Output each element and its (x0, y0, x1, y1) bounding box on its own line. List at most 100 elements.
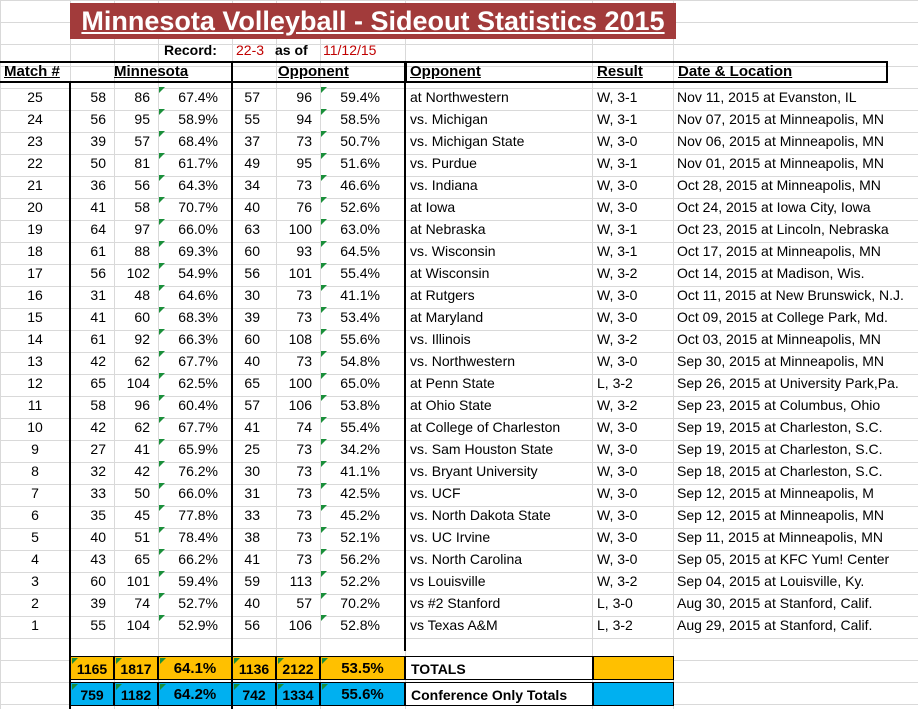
mn-won-cell[interactable]: 56 (90, 111, 106, 127)
opp-total-cell[interactable]: 73 (296, 485, 312, 501)
opp-won-cell[interactable]: 65 (244, 375, 260, 391)
date-location-cell[interactable]: Sep 18, 2015 at Charleston, S.C. (677, 463, 883, 479)
conference-totals-row-value[interactable]: 64.2% (158, 682, 232, 706)
opp-won-cell[interactable]: 40 (244, 353, 260, 369)
match-number-cell[interactable]: 9 (31, 441, 39, 457)
opponent-name-cell[interactable]: vs. Bryant University (410, 463, 538, 479)
date-location-cell[interactable]: Sep 19, 2015 at Charleston, S.C. (677, 419, 883, 435)
opp-pct-cell[interactable]: 56.2% (340, 551, 380, 567)
mn-pct-cell[interactable]: 52.9% (178, 617, 218, 633)
match-number-cell[interactable]: 24 (27, 111, 43, 127)
mn-pct-cell[interactable]: 64.3% (178, 177, 218, 193)
match-number-cell[interactable]: 17 (27, 265, 43, 281)
opp-won-cell[interactable]: 40 (244, 199, 260, 215)
opp-pct-cell[interactable]: 54.8% (340, 353, 380, 369)
mn-total-cell[interactable]: 81 (134, 155, 150, 171)
opp-won-cell[interactable]: 41 (244, 551, 260, 567)
result-cell[interactable]: W, 3-2 (597, 265, 638, 281)
result-cell[interactable]: W, 3-1 (597, 111, 638, 127)
match-number-cell[interactable]: 15 (27, 309, 43, 325)
mn-total-cell[interactable]: 92 (134, 331, 150, 347)
opp-pct-cell[interactable]: 64.5% (340, 243, 380, 259)
opponent-name-cell[interactable]: at Rutgers (410, 287, 475, 303)
opp-pct-cell[interactable]: 34.2% (340, 441, 380, 457)
mn-total-cell[interactable]: 65 (134, 551, 150, 567)
match-number-cell[interactable]: 3 (31, 573, 39, 589)
mn-pct-cell[interactable]: 67.4% (178, 89, 218, 105)
mn-total-cell[interactable]: 86 (134, 89, 150, 105)
mn-pct-cell[interactable]: 54.9% (178, 265, 218, 281)
date-location-cell[interactable]: Sep 30, 2015 at Minneapolis, MN (677, 353, 885, 369)
date-location-cell[interactable]: Nov 01, 2015 at Minneapolis, MN (677, 155, 884, 171)
result-cell[interactable]: W, 3-0 (597, 199, 638, 215)
opponent-name-cell[interactable]: at College of Charleston (410, 419, 561, 435)
match-number-cell[interactable]: 22 (27, 155, 43, 171)
mn-pct-cell[interactable]: 68.3% (178, 309, 218, 325)
mn-pct-cell[interactable]: 68.4% (178, 133, 218, 149)
mn-won-cell[interactable]: 40 (90, 529, 106, 545)
opp-pct-cell[interactable]: 45.2% (340, 507, 380, 523)
opp-total-cell[interactable]: 73 (296, 463, 312, 479)
mn-won-cell[interactable]: 60 (90, 573, 106, 589)
result-cell[interactable]: W, 3-0 (597, 463, 638, 479)
result-cell[interactable]: W, 3-0 (597, 353, 638, 369)
opponent-name-cell[interactable]: at Ohio State (410, 397, 492, 413)
opp-pct-cell[interactable]: 59.4% (340, 89, 380, 105)
opp-total-cell[interactable]: 73 (296, 551, 312, 567)
mn-total-cell[interactable]: 102 (126, 265, 150, 281)
opponent-name-cell[interactable]: vs. Indiana (410, 177, 478, 193)
opp-pct-cell[interactable]: 55.4% (340, 419, 380, 435)
result-cell[interactable]: W, 3-0 (597, 551, 638, 567)
header-minnesota[interactable]: Minnesota (114, 63, 189, 80)
mn-total-cell[interactable]: 97 (134, 221, 150, 237)
date-location-cell[interactable]: Sep 05, 2015 at KFC Yum! Center (677, 551, 890, 567)
mn-pct-cell[interactable]: 69.3% (178, 243, 218, 259)
date-location-cell[interactable]: Sep 11, 2015 at Minneapolis, MN (677, 529, 883, 545)
mn-won-cell[interactable]: 36 (90, 177, 106, 193)
date-location-cell[interactable]: Sep 12, 2015 at Minneapolis, MN (677, 507, 885, 523)
result-cell[interactable]: W, 3-0 (597, 529, 638, 545)
opp-won-cell[interactable]: 60 (244, 331, 260, 347)
opp-pct-cell[interactable]: 70.2% (340, 595, 380, 611)
opp-pct-cell[interactable]: 53.8% (340, 397, 380, 413)
date-location-cell[interactable]: Nov 11, 2015 at Evanston, IL (677, 89, 857, 105)
mn-total-cell[interactable]: 62 (134, 353, 150, 369)
totals-row-value[interactable]: 53.5% (320, 656, 405, 680)
opponent-name-cell[interactable]: vs #2 Stanford (410, 595, 501, 611)
opp-pct-cell[interactable]: 51.6% (340, 155, 380, 171)
opp-total-cell[interactable]: 73 (296, 177, 312, 193)
mn-total-cell[interactable]: 45 (134, 507, 150, 523)
mn-won-cell[interactable]: 56 (90, 265, 106, 281)
header-date-location[interactable]: Date & Location (678, 63, 793, 80)
opp-total-cell[interactable]: 101 (288, 265, 312, 281)
match-number-cell[interactable]: 11 (27, 397, 43, 413)
match-number-cell[interactable]: 2 (31, 595, 39, 611)
result-cell[interactable]: W, 3-0 (597, 177, 638, 193)
date-location-cell[interactable]: Oct 17, 2015 at Minneapolis, MN (677, 243, 881, 259)
opponent-name-cell[interactable]: vs. Northwestern (410, 353, 516, 369)
mn-total-cell[interactable]: 104 (126, 617, 150, 633)
opp-total-cell[interactable]: 106 (288, 617, 312, 633)
mn-pct-cell[interactable]: 67.7% (178, 419, 218, 435)
opp-total-cell[interactable]: 96 (296, 89, 312, 105)
opp-won-cell[interactable]: 56 (244, 265, 260, 281)
mn-pct-cell[interactable]: 58.9% (178, 111, 218, 127)
mn-pct-cell[interactable]: 70.7% (178, 199, 218, 215)
mn-total-cell[interactable]: 88 (134, 243, 150, 259)
conference-totals-row-color-cell[interactable] (593, 682, 674, 706)
mn-pct-cell[interactable]: 66.2% (178, 551, 218, 567)
mn-pct-cell[interactable]: 66.0% (178, 485, 218, 501)
opp-won-cell[interactable]: 31 (244, 485, 260, 501)
opp-total-cell[interactable]: 100 (288, 221, 312, 237)
result-cell[interactable]: W, 3-2 (597, 397, 638, 413)
opp-won-cell[interactable]: 30 (244, 463, 260, 479)
mn-pct-cell[interactable]: 59.4% (178, 573, 218, 589)
opp-pct-cell[interactable]: 65.0% (340, 375, 380, 391)
result-cell[interactable]: W, 3-0 (597, 287, 638, 303)
opponent-name-cell[interactable]: vs. Michigan (410, 111, 488, 127)
mn-won-cell[interactable]: 43 (90, 551, 106, 567)
date-location-cell[interactable]: Nov 07, 2015 at Minneapolis, MN (677, 111, 884, 127)
match-number-cell[interactable]: 8 (31, 463, 39, 479)
opponent-name-cell[interactable]: vs. Michigan State (410, 133, 525, 149)
mn-total-cell[interactable]: 60 (134, 309, 150, 325)
